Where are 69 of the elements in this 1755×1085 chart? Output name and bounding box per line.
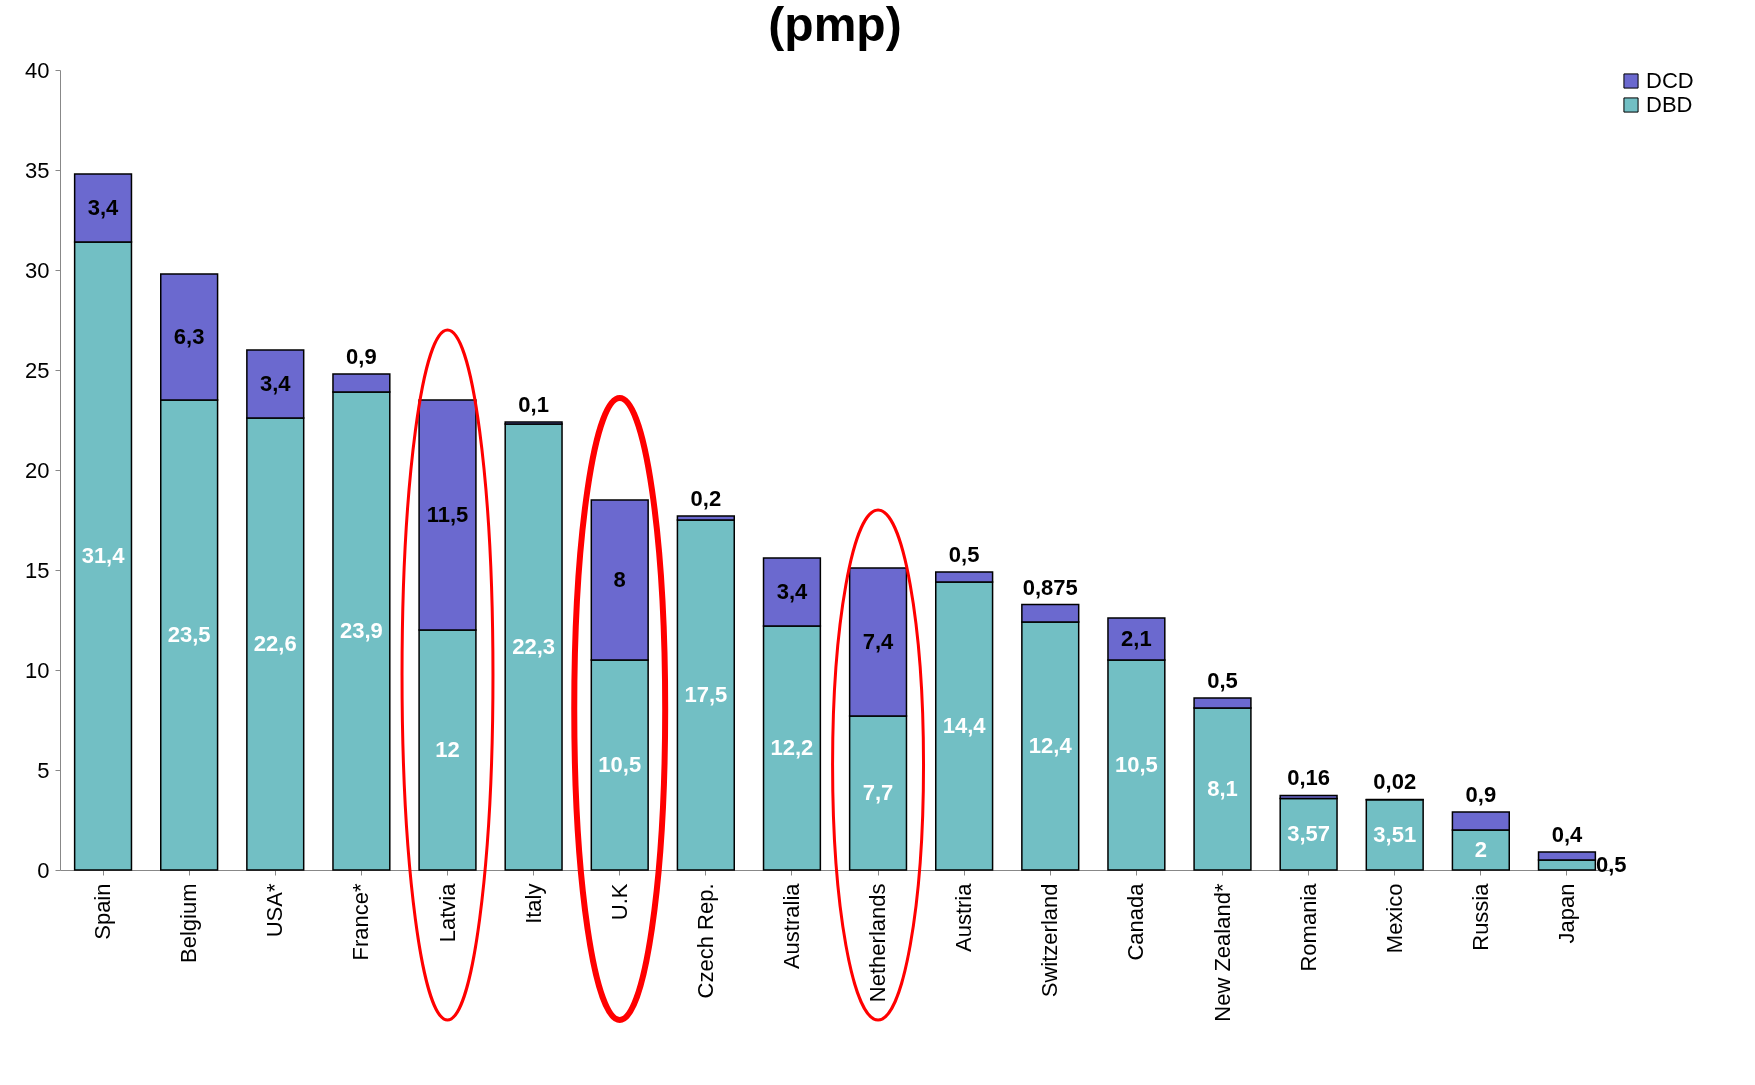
data-label: 8 [613, 567, 626, 592]
data-label: 2 [1474, 837, 1487, 862]
data-label: 2,1 [1121, 626, 1152, 651]
data-label: 12 [435, 737, 460, 762]
data-label: 23,9 [339, 618, 383, 643]
data-label: 12,2 [770, 735, 814, 760]
x-tick-label: Switzerland [1037, 883, 1063, 998]
data-label: 6,3 [173, 324, 205, 349]
data-label: 12,4 [1028, 733, 1073, 758]
data-label: 0,02 [1373, 769, 1417, 795]
y-tick-label: 25 [25, 357, 50, 383]
data-label: 0,9 [1465, 782, 1497, 807]
data-label: 11,5 [426, 502, 469, 527]
legend-label: DBD [1646, 92, 1693, 117]
data-label: 3,57 [1287, 821, 1331, 847]
x-tick-label: Canada [1123, 882, 1149, 961]
data-label: 10,5 [1114, 752, 1158, 777]
x-tick-label: Japan [1553, 883, 1579, 944]
data-label: 0,875 [1022, 574, 1078, 600]
y-tick-label: 5 [37, 757, 50, 783]
data-label: 3,51 [1373, 821, 1417, 847]
bar [1279, 797, 1338, 871]
data-label: 7,4 [862, 629, 895, 654]
chart-title: (pmp) [768, 0, 902, 51]
legend-label: DCD [1646, 68, 1694, 93]
y-tick-label: 10 [25, 657, 50, 683]
y-tick-label: 20 [25, 457, 50, 483]
data-label: 8,1 [1207, 776, 1238, 801]
data-label: 3,4 [87, 195, 120, 220]
data-label: 3,4 [776, 579, 808, 604]
data-label: 0,5 [1207, 668, 1238, 693]
x-tick-label: Austria [951, 882, 977, 952]
data-label: 7,7 [862, 780, 894, 805]
data-label: 22,3 [512, 634, 556, 659]
x-tick-label: France* [348, 883, 374, 961]
y-tick-label: 40 [25, 57, 50, 83]
x-tick-label: Czech Rep. [692, 883, 718, 999]
data-label: 14,4 [942, 713, 987, 738]
data-label: 0,4 [1551, 822, 1583, 847]
x-tick-label: Belgium [176, 883, 202, 963]
x-tick-label: Mexico [1381, 883, 1407, 954]
bar [676, 519, 735, 871]
x-tick-label: New Zealand* [1209, 883, 1235, 1022]
data-label: 3,4 [259, 371, 292, 396]
data-label: 0,1 [518, 392, 549, 417]
data-label: 22,6 [253, 631, 297, 656]
data-label: 0,2 [690, 486, 722, 511]
x-tick-label: Italy [520, 883, 546, 924]
data-label: 0,5 [948, 542, 980, 567]
x-tick-label: U.K [606, 883, 632, 921]
data-label: 0,9 [346, 344, 377, 369]
x-tick-label: Netherlands [865, 883, 891, 1003]
x-tick-label: Romania [1295, 882, 1321, 972]
y-tick-label: 15 [25, 557, 50, 583]
x-tick-label: Russia [1467, 882, 1493, 951]
y-tick-label: 35 [25, 157, 50, 183]
x-tick-label: USA* [262, 883, 288, 938]
y-tick-label: 0 [37, 857, 50, 883]
data-label: 0,16 [1287, 765, 1331, 791]
bar [504, 423, 563, 871]
data-label: 31,4 [81, 543, 126, 568]
y-tick-label: 30 [25, 257, 50, 283]
data-label: 0,5 [1595, 852, 1627, 877]
data-label: 10,5 [598, 752, 642, 777]
x-tick-label: Spain [90, 883, 116, 940]
data-label: 23,5 [167, 622, 211, 647]
data-label: 17,5 [684, 682, 728, 707]
x-tick-label: Latvia [434, 882, 460, 943]
x-tick-label: Australia [778, 882, 804, 970]
